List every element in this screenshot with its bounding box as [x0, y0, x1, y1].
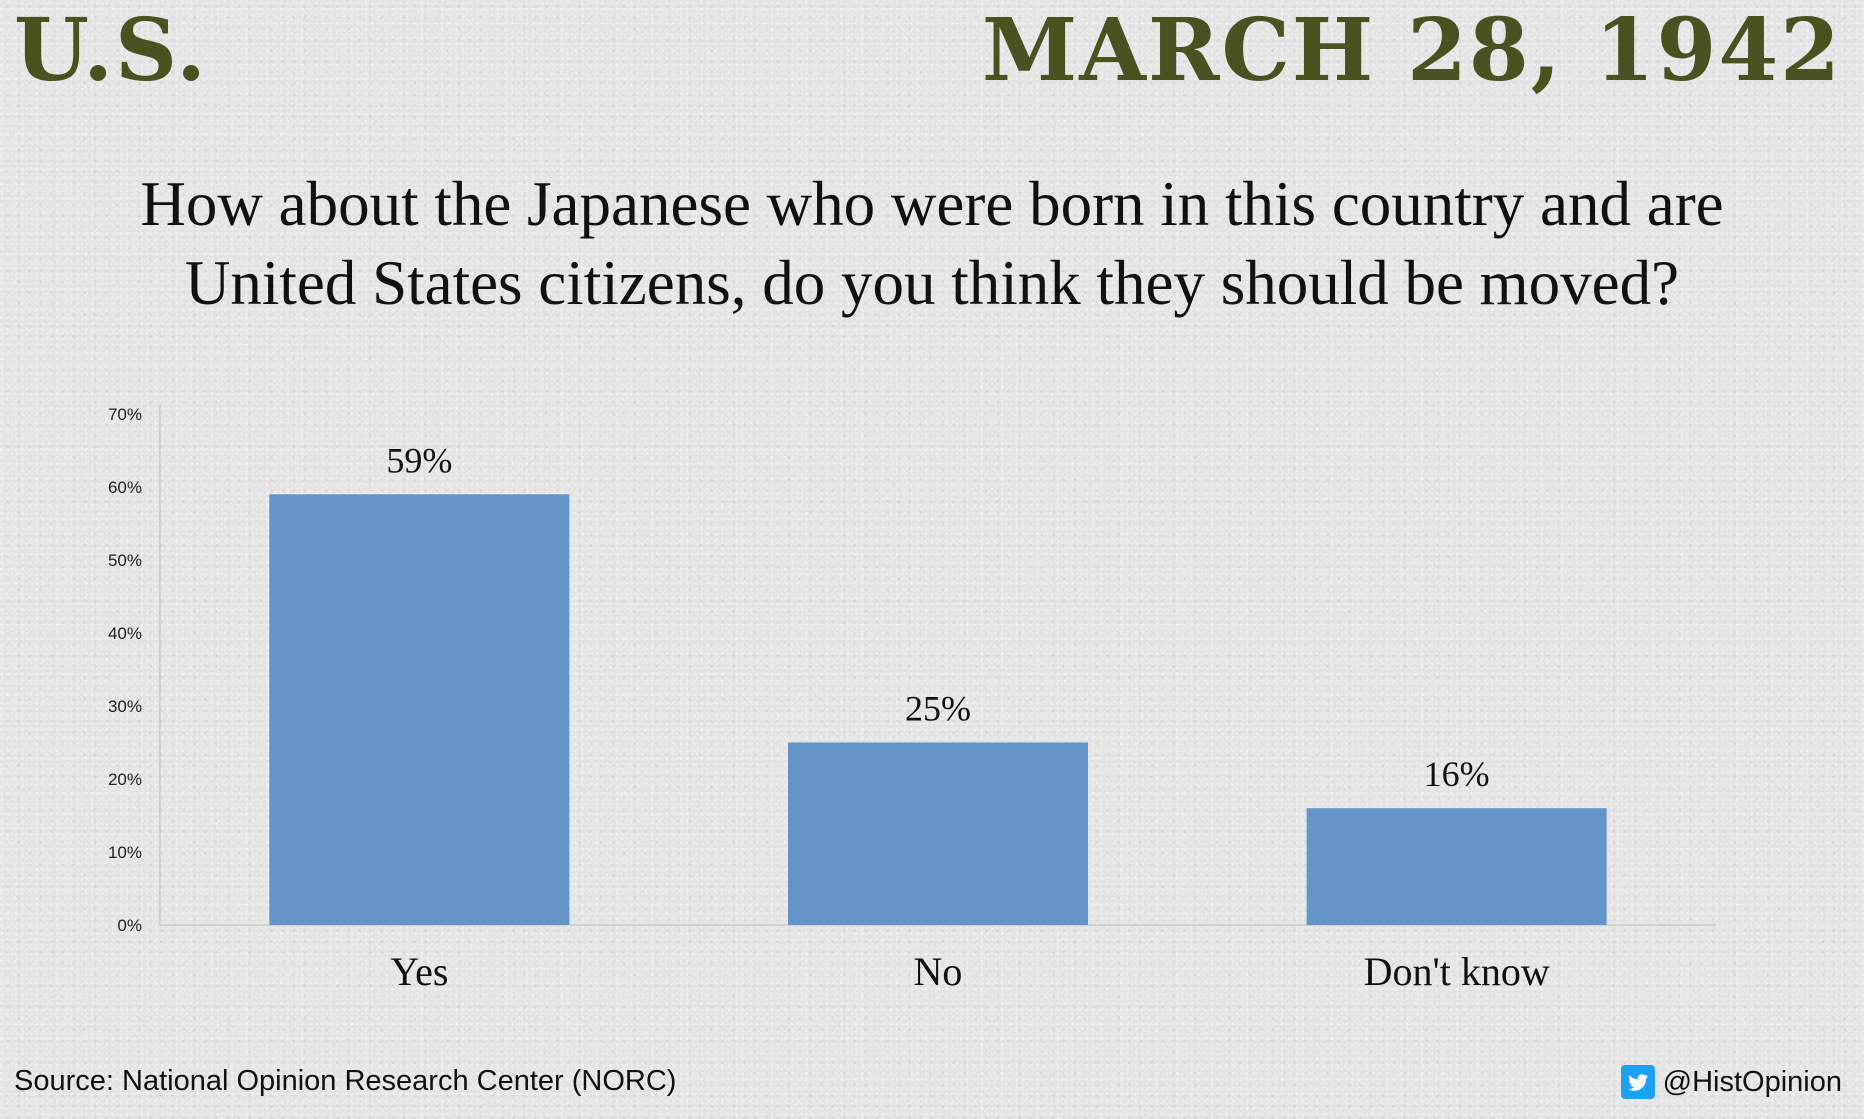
bar-chart: 0% 10% 20% 30% 40% 50% 60% 70% 59% Yes 25% No 16% Don… [108, 404, 1716, 994]
bar-don-t-know [1306, 808, 1607, 925]
y-tick-label: 20% [108, 770, 142, 789]
x-tick-label: No [914, 949, 963, 994]
x-tick-label: Yes [390, 949, 448, 994]
y-tick-label: 0% [117, 916, 142, 935]
data-label: 25% [905, 689, 971, 729]
question-line-1: How about the Japanese who were born in … [140, 169, 1724, 239]
y-tick-label: 60% [108, 478, 142, 497]
date-title: MARCH 28, 1942 [982, 0, 1842, 101]
y-tick-label: 70% [108, 405, 142, 424]
survey-question: How about the Japanese who were born in … [40, 165, 1824, 323]
x-tick-label: Don't know [1364, 949, 1550, 994]
y-tick-label: 40% [108, 624, 142, 643]
question-line-2: United States citizens, do you think the… [184, 248, 1680, 318]
y-tick-label: 50% [108, 551, 142, 570]
twitter-handle-label: @HistOpinion [1662, 1065, 1842, 1098]
y-tick-label: 10% [108, 843, 142, 862]
y-tick-label: 30% [108, 697, 142, 716]
twitter-bird-icon [1620, 1065, 1655, 1099]
bar-yes [269, 494, 570, 925]
bar-no [788, 742, 1088, 925]
source-note: Source: National Opinion Research Center… [14, 1065, 677, 1097]
twitter-handle[interactable]: @HistOpinion [1620, 1065, 1842, 1099]
data-label: 59% [386, 440, 452, 480]
country-title: U.S. [14, 0, 209, 101]
data-label: 16% [1424, 754, 1490, 794]
